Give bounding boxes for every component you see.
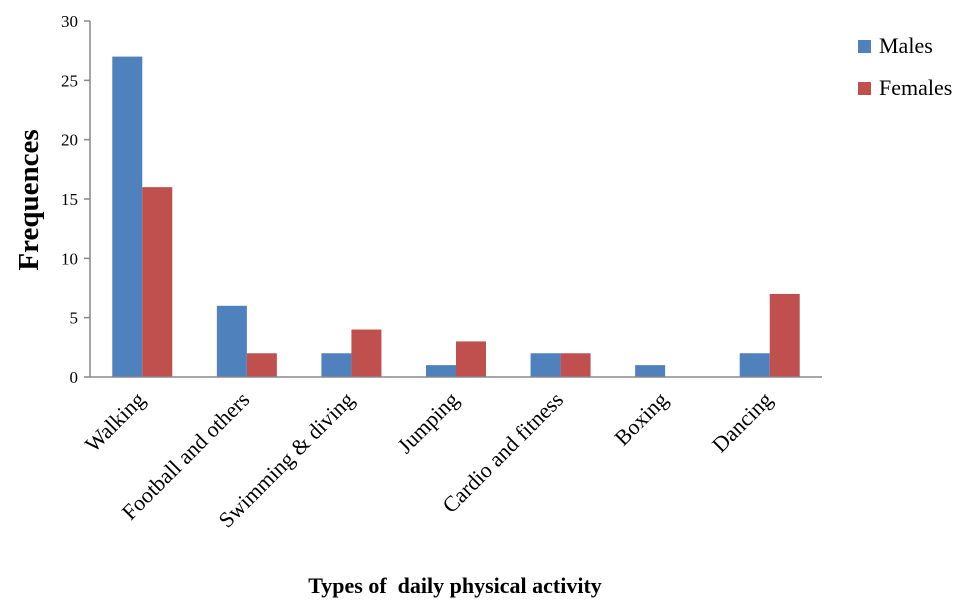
bars-group (112, 56, 800, 377)
y-tick-label: 10 (61, 249, 78, 268)
bar-females-6 (769, 293, 800, 377)
bar-females-3 (456, 341, 486, 377)
x-category-label: Jumping (392, 387, 463, 458)
bar-males-0 (112, 56, 143, 377)
bar-females-4 (560, 353, 591, 377)
bar-males-3 (426, 365, 456, 377)
y-tick-label: 25 (61, 71, 78, 90)
y-axis-title: Frequences (13, 129, 45, 270)
chart-legend: Males Females (858, 33, 952, 100)
bar-males-1 (216, 305, 247, 377)
legend-label-females: Females (879, 75, 952, 100)
y-axis-ticks: 0 5 10 15 20 25 30 (61, 12, 90, 387)
y-tick-label: 30 (61, 12, 78, 31)
legend-swatch-males (858, 40, 871, 53)
legend-swatch-females (858, 82, 871, 95)
x-axis-title: Types of daily physical activity (308, 573, 602, 598)
bar-males-6 (739, 353, 770, 377)
y-tick-label: 15 (61, 190, 78, 209)
bar-females-0 (142, 187, 173, 377)
bar-females-2 (351, 329, 382, 377)
y-tick-label: 5 (70, 309, 79, 328)
bar-males-4 (530, 353, 561, 377)
x-category-label: Dancing (707, 387, 777, 457)
bar-males-5 (635, 365, 666, 377)
x-category-label: Boxing (609, 387, 672, 450)
legend-label-males: Males (879, 33, 933, 58)
x-category-label: Walking (80, 387, 150, 457)
bar-males-2 (321, 353, 352, 377)
y-tick-label: 0 (70, 368, 79, 387)
y-tick-label: 20 (61, 131, 78, 150)
bar-females-1 (246, 353, 277, 377)
